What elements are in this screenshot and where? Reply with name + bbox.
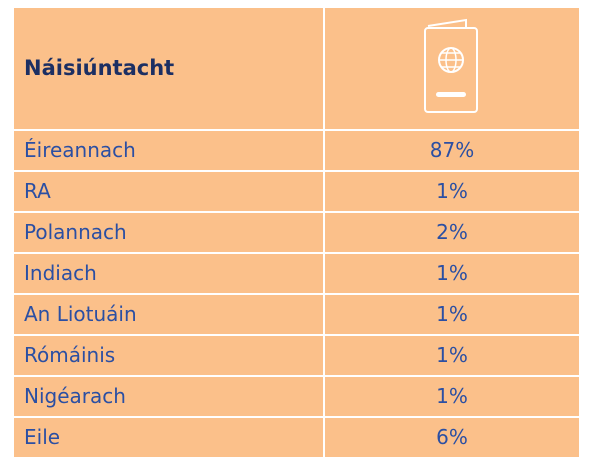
passport-icon [424, 18, 478, 113]
table-row: RA 1% [14, 170, 579, 211]
percent-cell: 1% [436, 384, 468, 408]
nationality-cell: Indiach [24, 261, 97, 285]
table-row: Nigéarach 1% [14, 375, 579, 416]
table-row: An Liotuáin 1% [14, 293, 579, 334]
table-row: Indiach 1% [14, 252, 579, 293]
nationality-cell: RA [24, 179, 51, 203]
percent-cell: 1% [436, 343, 468, 367]
nationality-cell: Nigéarach [24, 384, 126, 408]
percent-cell: 6% [436, 425, 468, 449]
nationality-cell: Eile [24, 425, 61, 449]
table-row: Polannach 2% [14, 211, 579, 252]
percent-cell: 2% [436, 220, 468, 244]
table-row: Eile 6% [14, 416, 579, 457]
percent-cell: 1% [436, 261, 468, 285]
table-row: Éireannach 87% [14, 129, 579, 170]
nationality-cell: Éireannach [24, 138, 136, 162]
header-row: Náisiúntacht [14, 8, 579, 129]
table-row: Rómáinis 1% [14, 334, 579, 375]
nationality-cell: Polannach [24, 220, 127, 244]
percent-cell: 87% [429, 138, 475, 162]
percent-cell: 1% [436, 179, 468, 203]
nationality-cell: An Liotuáin [24, 302, 137, 326]
percent-cell: 1% [436, 302, 468, 326]
table: Náisiúntacht Éireannach 87% RA 1% Polannach 2… [14, 8, 579, 457]
header-cell: Náisiúntacht [24, 56, 175, 80]
nationality-cell: Rómáinis [24, 343, 116, 367]
column-divider [323, 8, 325, 457]
